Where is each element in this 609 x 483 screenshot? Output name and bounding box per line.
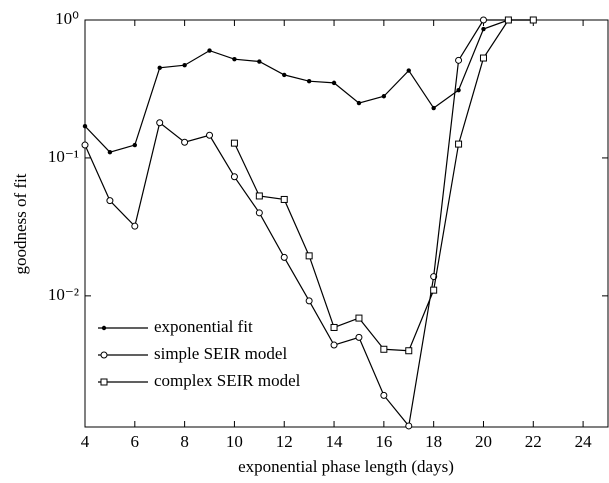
- point: [255, 209, 263, 217]
- point: [479, 54, 487, 62]
- point: [479, 16, 487, 24]
- point: [107, 150, 113, 155]
- point: [355, 314, 363, 322]
- point: [456, 87, 461, 93]
- point: [132, 142, 138, 148]
- x-tick-label: 24: [575, 432, 593, 451]
- x-tick-label: 6: [131, 432, 140, 451]
- point: [481, 26, 486, 32]
- point: [431, 105, 436, 111]
- point: [232, 56, 237, 62]
- point: [380, 391, 388, 399]
- x-tick-label: 18: [425, 432, 442, 451]
- point: [82, 123, 88, 129]
- x-axis-label: exponential phase length (days): [238, 457, 454, 476]
- plot-frame: [84, 19, 609, 428]
- y-tick-label: 10⁰: [55, 9, 79, 28]
- point: [356, 100, 362, 106]
- point: [430, 286, 438, 294]
- point: [282, 72, 287, 78]
- point: [280, 195, 288, 203]
- y-tick-label: 10⁻¹: [48, 147, 79, 166]
- point: [504, 16, 512, 24]
- point: [207, 48, 212, 53]
- series-line: [84, 19, 509, 428]
- point: [455, 56, 463, 64]
- point: [106, 197, 114, 205]
- point: [131, 222, 139, 230]
- point: [381, 94, 387, 99]
- x-tick-label: 4: [81, 432, 90, 451]
- legend-marker: [101, 325, 107, 331]
- point: [331, 80, 337, 86]
- point: [257, 59, 262, 64]
- point: [305, 252, 313, 260]
- point: [230, 173, 238, 181]
- x-tick-label: 10: [226, 432, 243, 451]
- point: [280, 253, 288, 261]
- legend-marker: [100, 378, 108, 386]
- x-tick-label: 14: [326, 432, 344, 451]
- point: [405, 347, 413, 355]
- x-tick-label: 8: [180, 432, 189, 451]
- series-line: [84, 19, 534, 153]
- point: [157, 65, 162, 71]
- point: [330, 341, 338, 349]
- point: [355, 333, 363, 341]
- point: [81, 141, 89, 149]
- y-tick-label: 10⁻²: [48, 285, 79, 304]
- series-line: [233, 19, 534, 352]
- point: [182, 63, 187, 68]
- legend-marker: [100, 351, 108, 359]
- x-tick-label: 16: [375, 432, 392, 451]
- point: [181, 138, 189, 146]
- point: [380, 345, 388, 353]
- point: [405, 422, 413, 430]
- point: [206, 131, 214, 139]
- x-tick-label: 20: [475, 432, 492, 451]
- point: [255, 192, 263, 200]
- point: [230, 139, 238, 147]
- point: [529, 16, 537, 24]
- x-tick-label: 12: [276, 432, 293, 451]
- point: [156, 119, 164, 127]
- legend-label: complex SEIR model: [154, 371, 301, 390]
- point: [306, 78, 312, 84]
- point: [455, 140, 463, 148]
- point: [406, 68, 411, 73]
- y-axis-label: goodness of fit: [11, 173, 30, 274]
- point: [305, 297, 313, 305]
- point: [330, 323, 338, 331]
- legend-label: simple SEIR model: [154, 344, 287, 363]
- legend-label: exponential fit: [154, 317, 253, 336]
- x-tick-label: 22: [525, 432, 542, 451]
